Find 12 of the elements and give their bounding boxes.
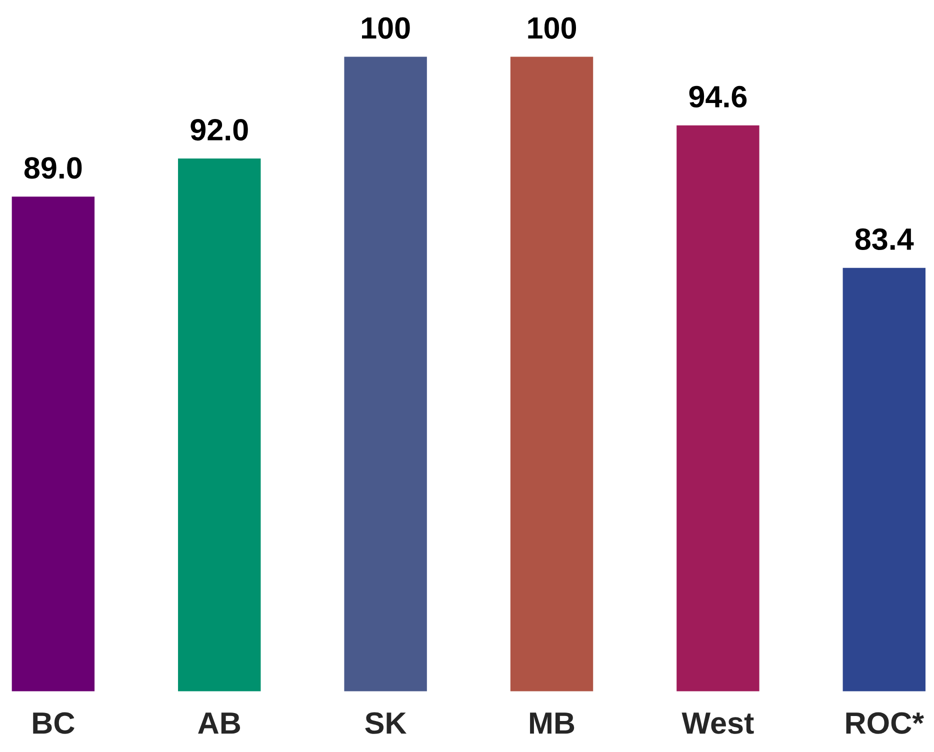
x-tick-label: West [682,712,754,734]
data-label: 94.6 [689,86,747,108]
x-tick-label: SK [365,712,407,734]
data-label: 100 [528,17,576,39]
data-label: 89.0 [24,157,82,179]
x-tick-label: MB [530,712,574,734]
x-tick-label: AB [198,712,240,734]
data-label: 92.0 [190,118,248,141]
data-label: 100 [362,17,410,39]
x-tick-label: BC [33,712,74,734]
x-tick-label: ROC* [846,712,924,734]
data-label: 83.4 [855,228,914,250]
